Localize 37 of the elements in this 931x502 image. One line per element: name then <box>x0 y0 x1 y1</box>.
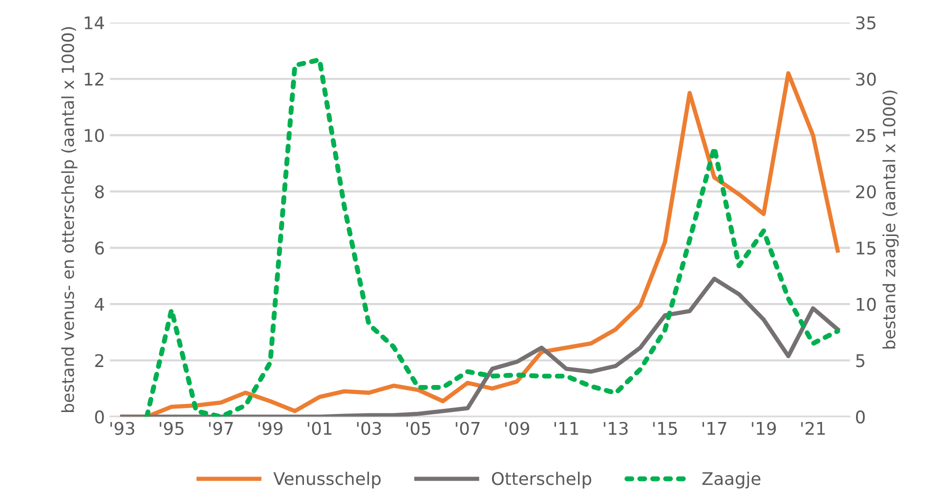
y-tick-label: 2 <box>95 354 104 367</box>
x-tick-label: '15 <box>653 422 677 435</box>
y2-tick-label: 35 <box>856 16 876 30</box>
y-tick-label: 12 <box>84 72 104 86</box>
x-tick-label: '07 <box>456 422 480 435</box>
x-tick-label: '97 <box>209 422 233 435</box>
x-tick-label: '19 <box>752 422 776 435</box>
x-tick-label: '03 <box>357 422 381 435</box>
y-tick-label: 14 <box>84 16 104 30</box>
y-tick-label: 6 <box>95 241 104 255</box>
legend-label: Zaagje <box>702 472 760 488</box>
x-tick-label: '01 <box>308 422 332 435</box>
y-axis-title: bestand venus- en otterschelp (aantal x 1000) <box>61 27 78 412</box>
y2-tick-label: 30 <box>856 72 876 86</box>
y-tick-label: 0 <box>95 410 104 424</box>
x-tick-label: '21 <box>801 422 825 435</box>
legend-label: Venusschelp <box>273 472 381 488</box>
y-tick-label: 4 <box>94 298 104 311</box>
y2-axis-title: bestand zaagje (aantal x 1000) <box>882 90 899 349</box>
y2-tick-label: 10 <box>856 298 876 311</box>
y2-tick-label: 15 <box>856 242 876 255</box>
y2-tick-label: 20 <box>856 185 876 198</box>
x-tick-label: '99 <box>258 422 282 435</box>
line-series <box>120 276 840 417</box>
y-tick-label: 10 <box>84 128 104 142</box>
legend-label: Otterschelp <box>492 472 592 488</box>
x-tick-label: '09 <box>505 422 530 435</box>
y2-tick-label: 5 <box>856 354 864 368</box>
x-tick-label: '93 <box>110 422 134 435</box>
x-tick-label: '95 <box>160 422 184 435</box>
x-tick-label: '11 <box>554 422 578 435</box>
y2-tick-label: 25 <box>856 128 876 142</box>
y-tick-label: 8 <box>95 185 104 198</box>
x-tick-label: '13 <box>604 422 628 435</box>
x-tick-label: '17 <box>702 422 726 435</box>
x-tick-label: '05 <box>406 422 430 435</box>
y2-tick-label: 0 <box>856 410 865 424</box>
